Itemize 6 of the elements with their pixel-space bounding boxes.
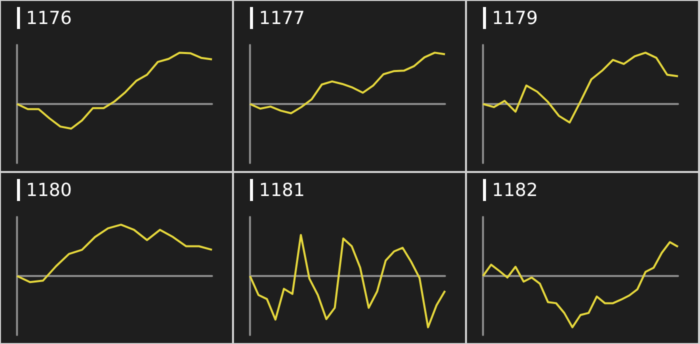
chart-title: 1181 bbox=[259, 180, 305, 200]
chart-title: 1180 bbox=[26, 180, 72, 200]
chart-title: 1179 bbox=[492, 8, 538, 28]
chart-title: 1182 bbox=[492, 180, 538, 200]
chart-title: 1177 bbox=[259, 8, 305, 28]
chart-title: 1176 bbox=[26, 8, 72, 28]
